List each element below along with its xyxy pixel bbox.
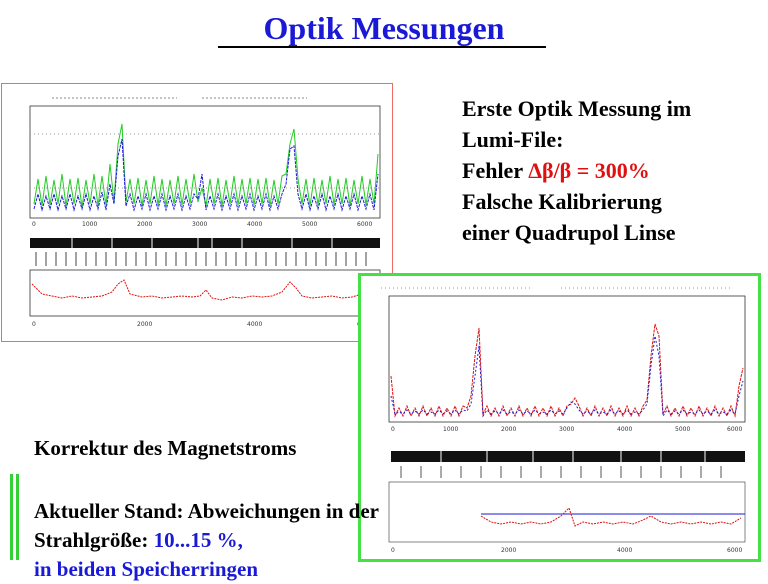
svg-text:4000: 4000 [617, 426, 632, 433]
status-size-label: Strahlgröße: [34, 528, 154, 552]
svg-text:0: 0 [391, 547, 395, 554]
svg-text:4000: 4000 [247, 221, 262, 228]
notes-line-1: Erste Optik Messung im [462, 96, 692, 121]
optics-plot-corrected: 0 1000 2000 3000 4000 5000 6000 0 2000 4000 6000 [358, 273, 761, 562]
notes-line-4: Falsche Kalibrierung [462, 189, 662, 214]
plot2-svg: 0 1000 2000 3000 4000 5000 6000 0 2000 4000 6000 [381, 287, 746, 554]
status-text: Aktueller Stand: Abweichungen in der Str… [34, 497, 379, 584]
notes-line-2: Lumi-File: [462, 127, 564, 152]
svg-text:2000: 2000 [501, 547, 516, 554]
plot1-svg: 0 1000 2000 3000 4000 5000 6000 [29, 97, 381, 328]
svg-text:3000: 3000 [559, 426, 574, 433]
svg-text:2000: 2000 [501, 426, 516, 433]
plot1-green-series [33, 123, 379, 208]
svg-text:6000: 6000 [727, 547, 742, 554]
plot2-red-series [390, 323, 744, 418]
svg-text:2000: 2000 [137, 321, 152, 328]
optics-plot-first-measurement: 0 1000 2000 3000 4000 5000 6000 [1, 83, 393, 342]
measurement-notes: Erste Optik Messung im Lumi-File: Fehler… [462, 93, 691, 248]
svg-text:0: 0 [391, 426, 395, 433]
status-line-1: Aktueller Stand: Abweichungen in der [34, 499, 379, 523]
status-line-3: in beiden Speicherringen [34, 557, 259, 581]
notes-line-5: einer Quadrupol Linse [462, 220, 676, 245]
svg-text:2000: 2000 [137, 221, 152, 228]
svg-text:0: 0 [32, 221, 36, 228]
plot2-red-deviation [480, 507, 742, 527]
notes-error-label: Fehler [462, 158, 529, 183]
svg-text:6000: 6000 [727, 426, 742, 433]
plot1-red-series [31, 279, 379, 301]
status-size-value: 10...15 %, [153, 528, 243, 552]
notes-error-value: Δβ/β = 300% [528, 158, 650, 183]
correction-label: Korrektur des Magnetstroms [34, 436, 297, 460]
svg-text:1000: 1000 [443, 426, 458, 433]
svg-text:5000: 5000 [302, 221, 317, 228]
status-line-2: Strahlgröße: 10...15 %, [34, 526, 379, 555]
svg-text:4000: 4000 [247, 321, 262, 328]
svg-text:5000: 5000 [675, 426, 690, 433]
plot2-blue-series [390, 335, 744, 418]
title-underline [218, 46, 546, 48]
slide-title: Optik Messungen [263, 10, 505, 46]
svg-text:4000: 4000 [617, 547, 632, 554]
green-double-bar [10, 474, 19, 560]
svg-text:6000: 6000 [357, 221, 372, 228]
svg-text:0: 0 [32, 321, 36, 328]
plot1-blue-series [33, 138, 379, 212]
svg-text:1000: 1000 [82, 221, 97, 228]
svg-text:3000: 3000 [192, 221, 207, 228]
notes-line-3: Fehler Δβ/β = 300% [462, 155, 691, 186]
